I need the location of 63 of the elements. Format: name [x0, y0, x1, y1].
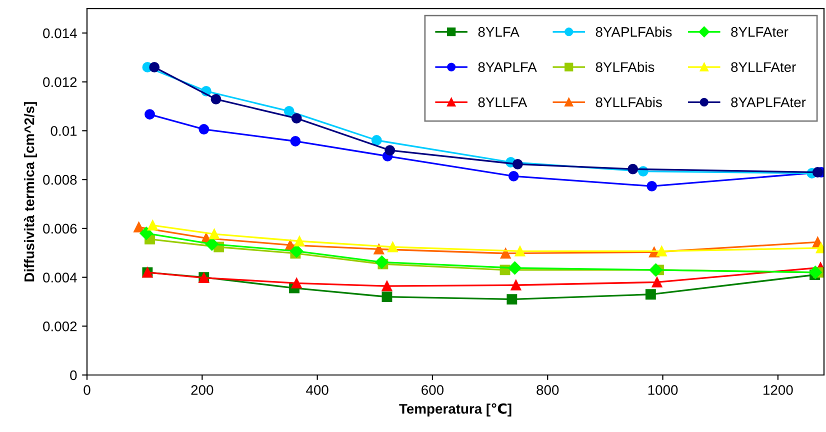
y-tick-label: 0 — [70, 370, 77, 380]
x-tick-label: 200 — [191, 385, 214, 395]
point — [284, 106, 294, 116]
point — [645, 289, 656, 300]
x-tick-label: 0 — [84, 385, 90, 395]
point — [209, 228, 220, 240]
point — [290, 136, 301, 146]
y-tick-label: 0.012 — [43, 77, 77, 88]
point — [371, 135, 382, 146]
legend-label: 8YLFA — [478, 27, 520, 37]
point — [291, 113, 302, 124]
point — [512, 158, 523, 170]
point — [646, 180, 658, 192]
point — [382, 292, 392, 302]
point — [147, 220, 158, 230]
point — [290, 244, 304, 258]
legend-label: 8YLLFAbis — [596, 96, 662, 108]
point — [812, 167, 823, 178]
y-tick-label: 0.008 — [43, 174, 77, 185]
point — [508, 261, 522, 275]
y-axis-title: Diffusività termica [cm^2/s] — [24, 102, 37, 282]
point — [144, 109, 155, 120]
y-tick-label: 0.01 — [50, 126, 77, 136]
x-tick-label: 1200 — [764, 385, 793, 395]
legend-label: 8YAPLFA — [478, 62, 537, 72]
point — [134, 222, 144, 232]
legend-label: 8YAPLFAter — [731, 97, 806, 108]
point — [628, 164, 638, 174]
point — [388, 242, 398, 252]
point — [500, 248, 511, 259]
point — [149, 62, 160, 72]
point — [808, 266, 822, 279]
y-tick-label: 0.006 — [43, 224, 77, 234]
point — [656, 246, 667, 256]
x-tick-label: 600 — [422, 385, 444, 395]
legend-label: 8YLFAter — [731, 27, 788, 37]
point — [210, 94, 222, 104]
point — [506, 294, 518, 304]
legend-label: 8YLFAbis — [596, 62, 654, 72]
point — [140, 226, 153, 240]
legend-label: 8YLLFA — [478, 97, 528, 108]
point — [510, 280, 522, 290]
point — [384, 145, 396, 156]
legend-label: 8YLLFAter — [731, 62, 796, 72]
y-tick-label: 0.014 — [43, 28, 77, 38]
point — [291, 278, 302, 288]
point — [508, 170, 519, 182]
point — [514, 246, 526, 256]
point — [374, 244, 384, 254]
point — [382, 280, 392, 292]
x-tick-label: 800 — [536, 385, 559, 395]
point — [649, 263, 662, 277]
point — [294, 236, 305, 246]
y-tick-label: 0.002 — [43, 321, 77, 332]
x-axis-title: Temperatura [℃] — [399, 403, 512, 417]
point — [375, 256, 388, 269]
x-tick-label: 1000 — [648, 385, 678, 395]
x-tick-label: 400 — [306, 385, 328, 395]
y-tick-label: 0.004 — [43, 272, 77, 282]
point — [652, 276, 662, 288]
legend-label: 8YAPLFAbis — [596, 26, 672, 37]
point — [205, 237, 219, 251]
point — [198, 124, 210, 134]
